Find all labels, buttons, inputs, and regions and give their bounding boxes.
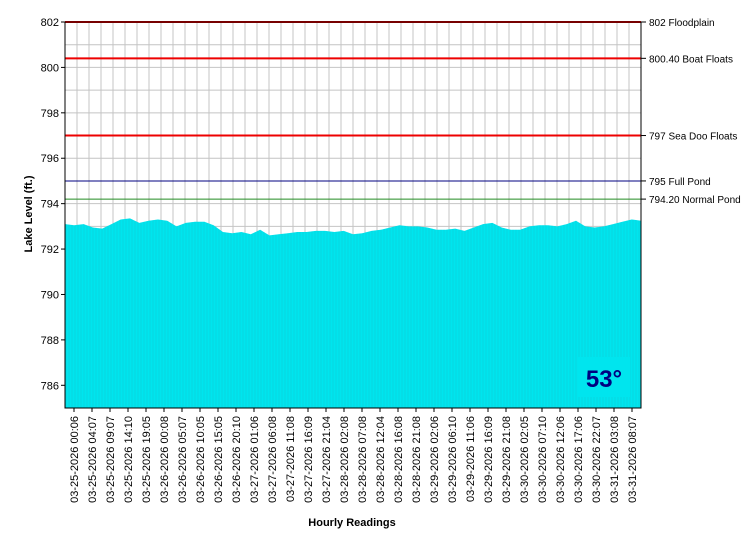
- x-tick-label: 03-28-2026 07:08: [357, 416, 369, 503]
- x-tick-label: 03-25-2026 14:10: [123, 416, 135, 503]
- y-tick-label: 792: [41, 244, 59, 256]
- y-axis-ticks: 786 788 790 792 794 796 798 800 802: [41, 17, 65, 392]
- x-tick-label: 03-29-2026 16:09: [483, 416, 495, 503]
- x-tick-label: 03-28-2026 12:04: [375, 416, 387, 503]
- x-tick-label: 03-30-2026 07:10: [537, 416, 549, 503]
- x-tick-label: 03-29-2026 02:06: [429, 416, 441, 503]
- x-tick-label: 03-28-2026 21:08: [411, 416, 423, 503]
- x-tick-label: 03-25-2026 09:07: [105, 416, 117, 503]
- y-tick-label: 796: [41, 153, 59, 165]
- y-tick-label: 798: [41, 108, 59, 120]
- x-tick-label: 03-26-2026 15:05: [213, 416, 225, 503]
- y-tick-label: 802: [41, 17, 59, 29]
- x-tick-label: 03-27-2026 06:08: [267, 416, 279, 503]
- x-tick-label: 03-28-2026 16:08: [393, 416, 405, 503]
- x-tick-label: 03-30-2026 02:05: [519, 416, 531, 503]
- lake-level-area: [65, 218, 641, 408]
- x-tick-label: 03-29-2026 11:06: [465, 416, 477, 502]
- y-tick-label: 786: [41, 380, 59, 392]
- plot-frame: [64, 21, 642, 409]
- temperature-value: 53°: [586, 366, 622, 393]
- x-tick-label: 03-26-2026 05:07: [177, 416, 189, 503]
- x-tick-label: 03-30-2026 22:07: [591, 416, 603, 503]
- temperature-badge: 53°: [578, 357, 630, 397]
- plot-border: [64, 21, 642, 409]
- reference-label: 800.40 Boat Floats: [649, 54, 733, 65]
- x-tick-label: 03-27-2026 01:06: [249, 416, 261, 503]
- x-tick-label: 03-27-2026 11:08: [285, 416, 297, 502]
- x-tick-label: 03-25-2026 19:05: [141, 416, 153, 503]
- x-axis-ticks: 03-25-2026 00:06 03-25-2026 04:07 03-25-20…: [69, 408, 639, 503]
- x-axis-title: Hourly Readings: [308, 517, 395, 529]
- x-tick-label: 03-29-2026 21:08: [501, 416, 513, 503]
- reference-label: 802 Floodplain: [649, 18, 715, 29]
- temperature-badge-background: [578, 357, 630, 397]
- area-layer: [65, 218, 641, 408]
- x-tick-label: 03-26-2026 20:10: [231, 416, 243, 503]
- x-tick-label: 03-27-2026 16:09: [303, 416, 315, 503]
- x-tick-label: 03-26-2026 10:05: [195, 416, 207, 503]
- x-tick-label: 03-27-2026 21:04: [321, 416, 333, 503]
- y-tick-label: 800: [41, 62, 59, 74]
- x-tick-label: 03-29-2026 06:10: [447, 416, 459, 503]
- x-tick-label: 03-31-2026 08:07: [627, 416, 639, 503]
- y-axis-title: Lake Level (ft.): [23, 175, 35, 252]
- x-tick-label: 03-28-2026 02:08: [339, 416, 351, 503]
- x-tick-label: 03-30-2026 12:06: [555, 416, 567, 503]
- reference-label: 795 Full Pond: [649, 177, 711, 188]
- reference-label: 797 Sea Doo Floats: [649, 132, 737, 143]
- y-tick-label: 788: [41, 335, 59, 347]
- x-tick-label: 03-25-2026 00:06: [69, 416, 81, 503]
- x-tick-label: 03-31-2026 03:08: [609, 416, 621, 503]
- reference-label: 794.20 Normal Pond: [649, 195, 741, 206]
- x-tick-label: 03-25-2026 04:07: [87, 416, 99, 503]
- x-tick-label: 03-26-2026 00:08: [159, 416, 171, 503]
- y-tick-label: 790: [41, 289, 59, 301]
- y-tick-label: 794: [41, 199, 59, 211]
- x-tick-label: 03-30-2026 17:06: [573, 416, 585, 503]
